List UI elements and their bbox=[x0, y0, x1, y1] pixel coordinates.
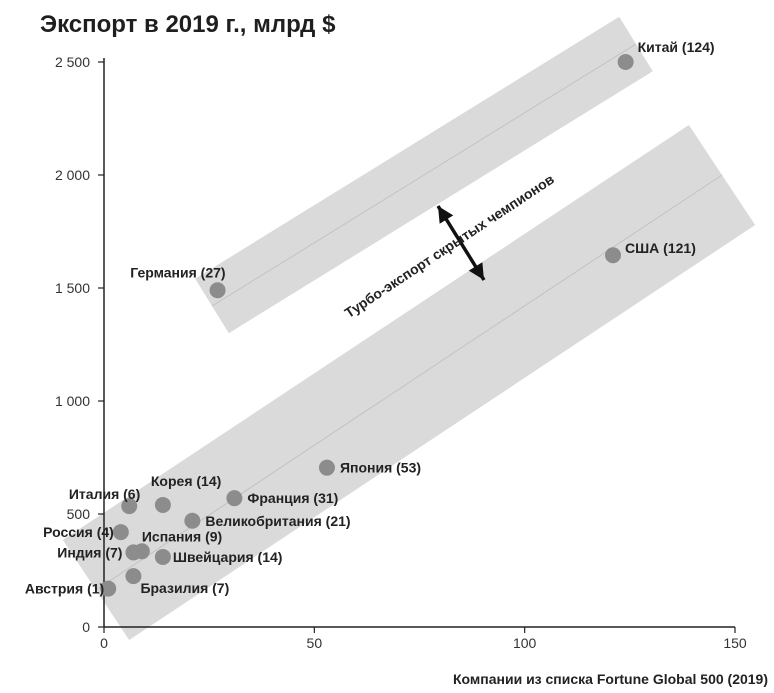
point-label: Швейцария (14) bbox=[173, 549, 283, 565]
point-label: Испания (9) bbox=[142, 528, 222, 544]
point-labels: Китай (124) США (121) Германия (27) Япония … bbox=[25, 39, 715, 597]
point-label: Великобритания (21) bbox=[205, 513, 350, 529]
point-label: Китай (124) bbox=[638, 39, 715, 55]
point-label: США (121) bbox=[625, 240, 696, 256]
point-label: Индия (7) bbox=[57, 544, 122, 560]
point-label: Япония (53) bbox=[340, 460, 421, 476]
data-points bbox=[100, 54, 634, 597]
x-axis-label: Компании из списка Fortune Global 500 (2… bbox=[453, 671, 768, 687]
point-label: Германия (27) bbox=[130, 264, 225, 280]
data-point bbox=[112, 524, 129, 541]
y-tick-label: 0 bbox=[82, 619, 90, 635]
y-axis-ticks: 0 500 1 000 1 500 2 000 2 500 bbox=[55, 54, 104, 635]
y-tick-label: 500 bbox=[67, 506, 91, 522]
point-label: Россия (4) bbox=[43, 524, 114, 540]
y-tick-label: 2 500 bbox=[55, 54, 90, 70]
point-label: Корея (14) bbox=[151, 473, 221, 489]
double-arrow-icon bbox=[436, 205, 486, 281]
x-tick-label: 150 bbox=[723, 635, 747, 651]
y-tick-label: 1 000 bbox=[55, 393, 90, 409]
data-point bbox=[318, 459, 335, 476]
data-point bbox=[154, 496, 171, 513]
data-point bbox=[121, 498, 138, 515]
data-point bbox=[184, 512, 201, 529]
data-point bbox=[617, 54, 634, 70]
x-tick-label: 0 bbox=[100, 635, 108, 651]
trend-bands bbox=[62, 16, 756, 641]
point-label: Бразилия (7) bbox=[140, 580, 229, 596]
point-label: Франция (31) bbox=[247, 490, 338, 506]
data-point bbox=[605, 247, 622, 264]
x-tick-label: 50 bbox=[307, 635, 323, 651]
data-point bbox=[125, 568, 142, 585]
data-point bbox=[226, 490, 243, 507]
data-point bbox=[154, 548, 171, 565]
chart-title: Экспорт в 2019 г., млрд $ bbox=[40, 11, 336, 38]
y-tick-label: 1 500 bbox=[55, 280, 90, 296]
x-axis-ticks: 0 50 100 150 bbox=[100, 627, 747, 651]
data-point bbox=[100, 580, 117, 597]
data-point bbox=[125, 544, 142, 561]
point-label: Австрия (1) bbox=[25, 581, 104, 597]
upper-trend-line bbox=[211, 43, 637, 307]
point-label: Италия (6) bbox=[69, 486, 140, 502]
y-tick-label: 2 000 bbox=[55, 167, 90, 183]
data-point bbox=[209, 282, 226, 299]
x-tick-label: 100 bbox=[513, 635, 537, 651]
